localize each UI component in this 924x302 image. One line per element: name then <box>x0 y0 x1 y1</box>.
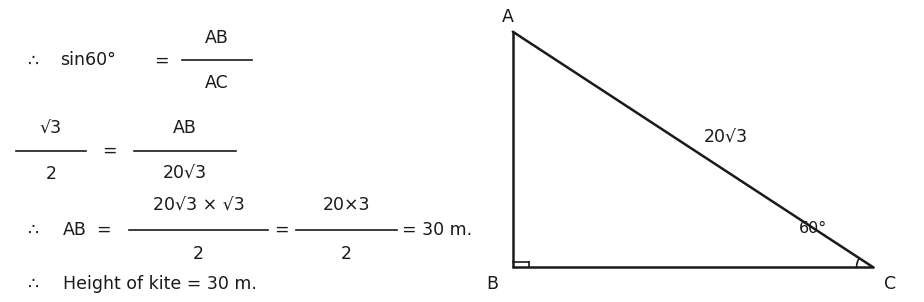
Text: B: B <box>487 275 498 293</box>
Text: = 30 m.: = 30 m. <box>402 220 472 239</box>
Text: sin60°: sin60° <box>60 51 116 69</box>
Text: √3: √3 <box>40 119 62 137</box>
Text: 60°: 60° <box>799 220 827 236</box>
Text: A: A <box>503 8 514 26</box>
Text: AB: AB <box>173 119 197 137</box>
Text: =: = <box>96 220 111 239</box>
Text: 20√3: 20√3 <box>163 165 207 183</box>
Text: AC: AC <box>205 74 229 92</box>
Text: 2: 2 <box>341 245 352 263</box>
Text: AB: AB <box>205 29 229 47</box>
Text: 2: 2 <box>45 165 56 183</box>
Text: =: = <box>102 142 116 160</box>
Text: 20√3: 20√3 <box>703 128 748 146</box>
Text: ∴: ∴ <box>28 51 39 69</box>
Text: ∴: ∴ <box>28 275 39 293</box>
Text: C: C <box>883 275 896 293</box>
Text: ∴: ∴ <box>28 220 39 239</box>
Text: =: = <box>154 51 169 69</box>
Text: Height of kite = 30 m.: Height of kite = 30 m. <box>63 275 257 293</box>
Text: 20×3: 20×3 <box>322 196 371 214</box>
Text: 20√3 × √3: 20√3 × √3 <box>152 196 245 214</box>
Text: =: = <box>274 220 289 239</box>
Text: 2: 2 <box>193 245 204 263</box>
Text: AB: AB <box>63 220 87 239</box>
